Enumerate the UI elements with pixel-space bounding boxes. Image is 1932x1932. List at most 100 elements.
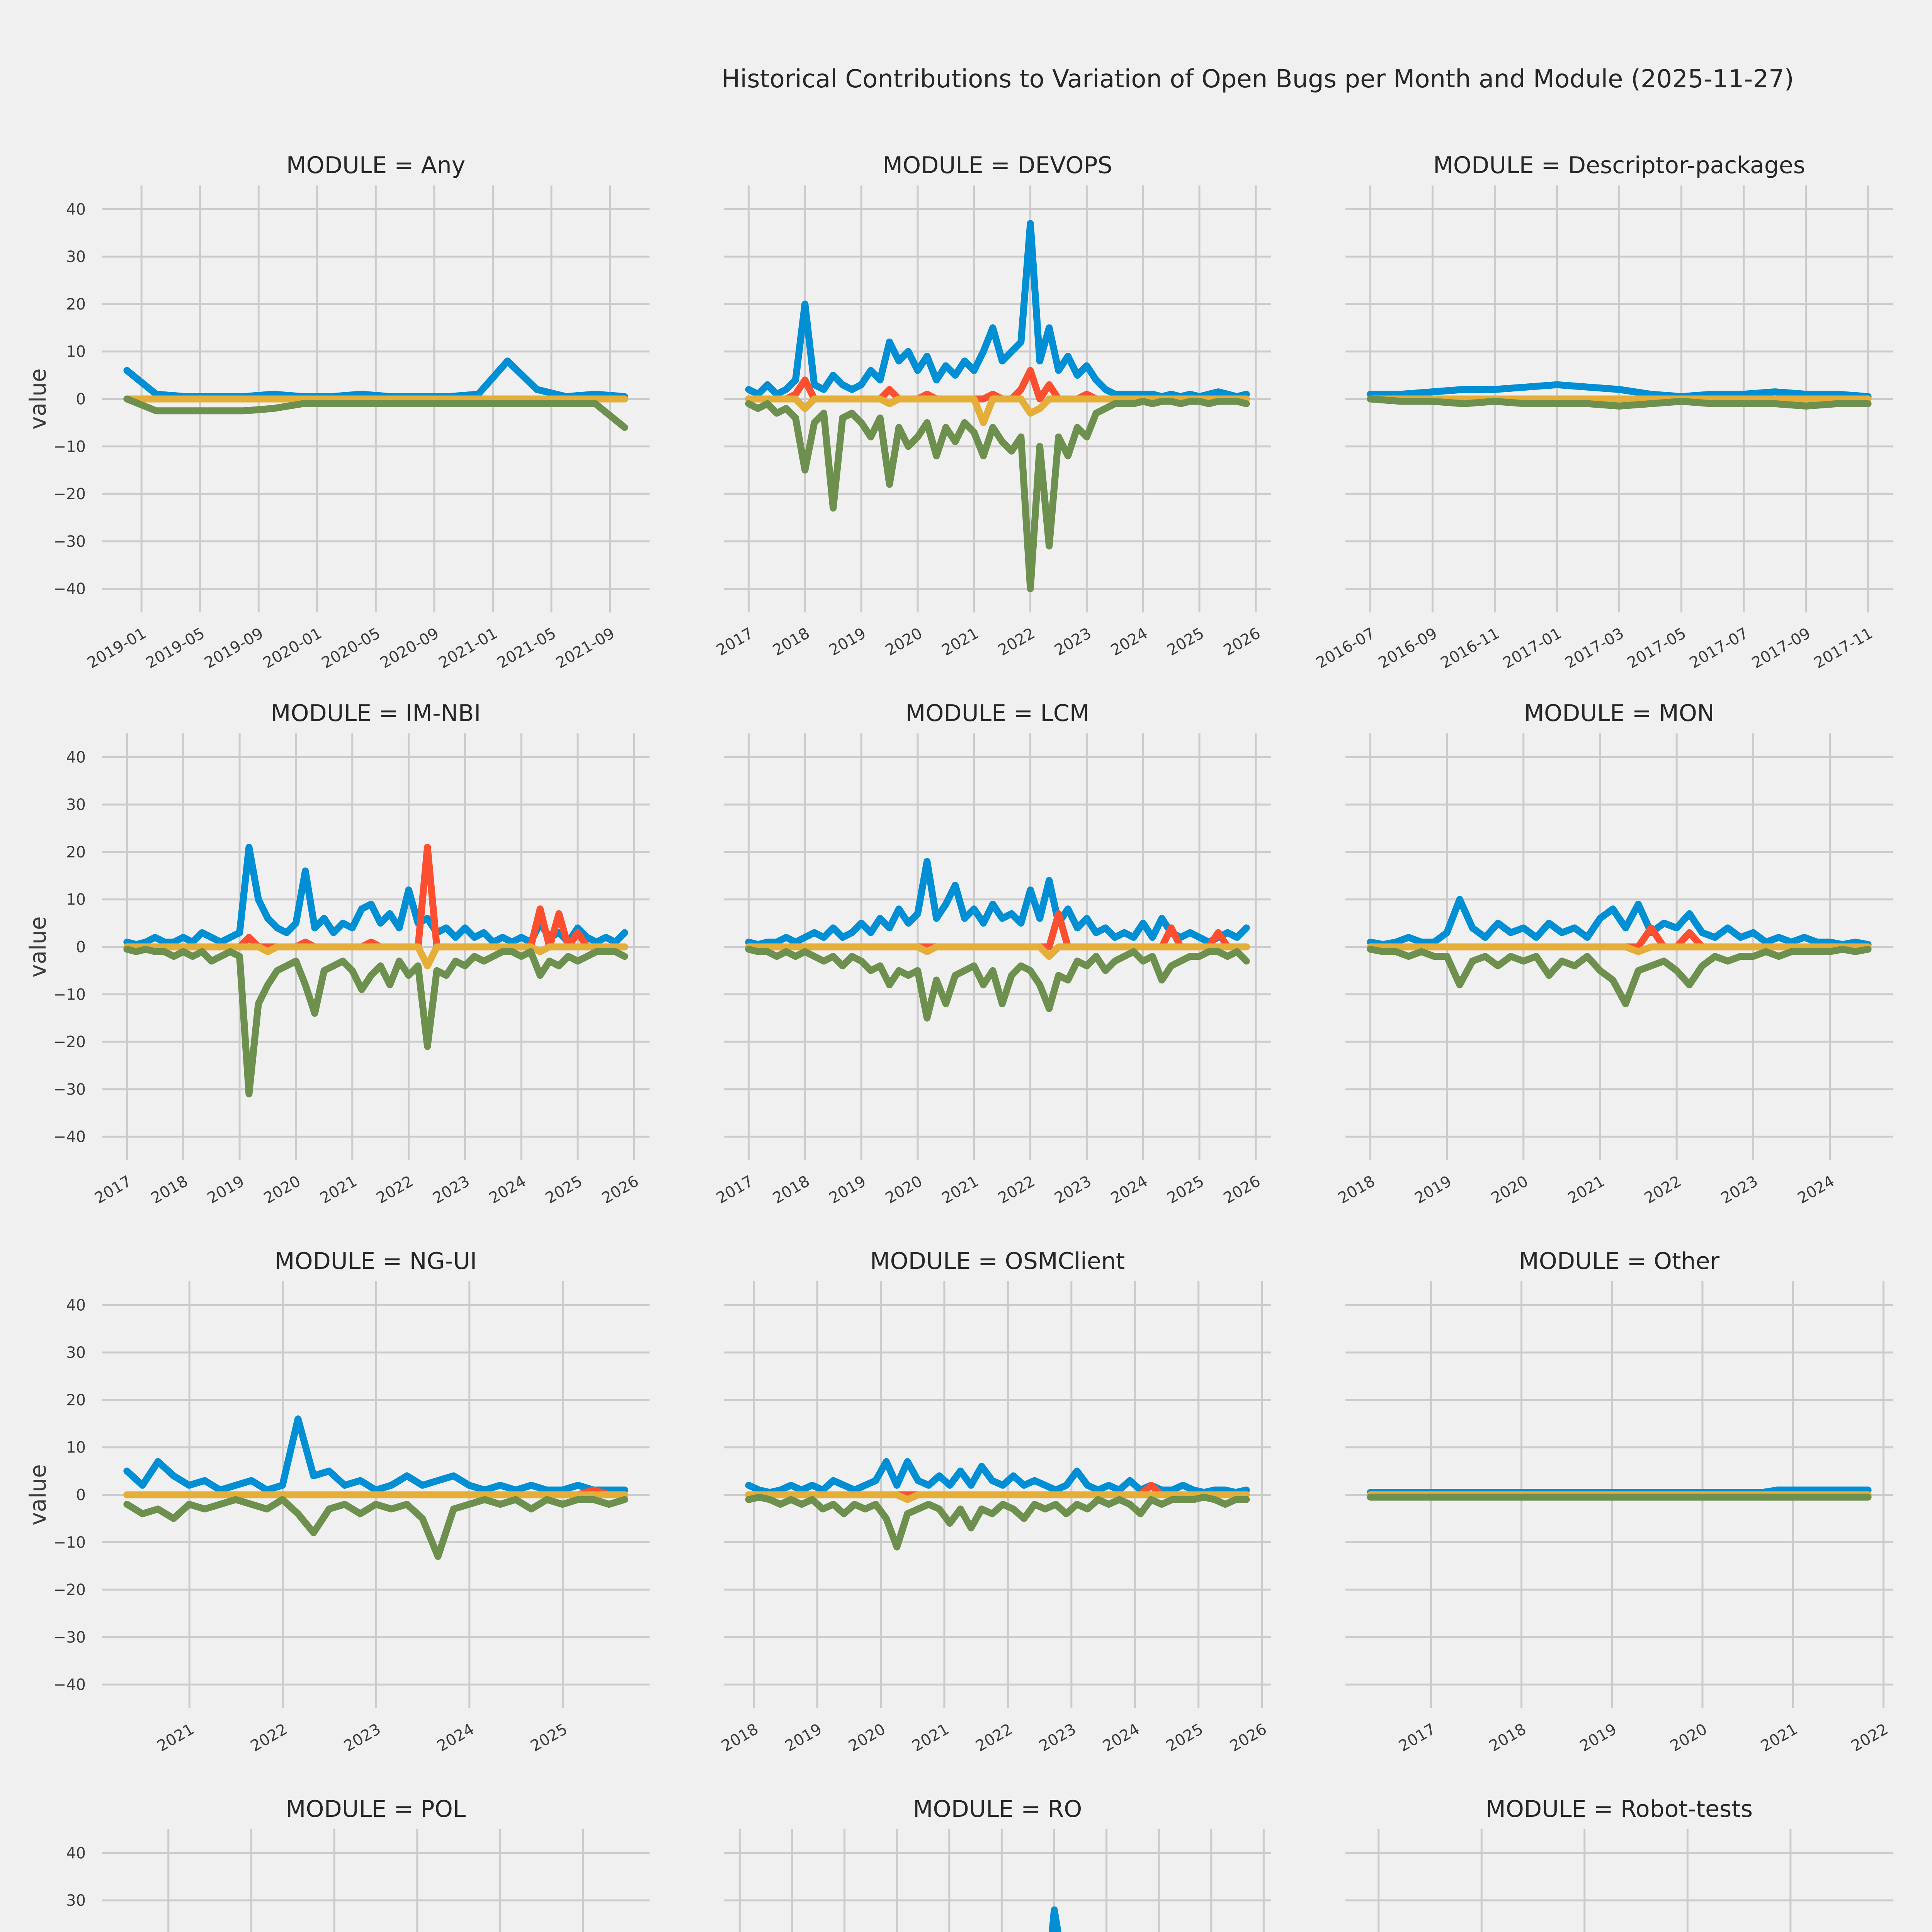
x-tick-label: 2017-03	[1562, 624, 1627, 672]
series-line-opened	[745, 858, 1250, 948]
y-tick-label: −30	[53, 1629, 86, 1646]
series-line-false_closed	[123, 943, 628, 969]
y-tick-label: 20	[66, 296, 86, 313]
subplot-Any: MODULE = Any 40 30 20 10 0 −10 −20 −30 −40 value 20…	[25, 152, 650, 672]
x-tick-label: 2021	[939, 1172, 982, 1208]
subplot-NG-UI: MODULE = NG-UI 40 30 20 10 0 −10 −20 −30 −40 value…	[25, 1248, 650, 1755]
x-tick-label: 2020	[1488, 1172, 1531, 1208]
x-tick-label: 2021	[154, 1720, 197, 1755]
series-line-opened	[123, 1415, 628, 1494]
x-tick-label: 2020	[883, 624, 925, 660]
y-tick-label: 20	[66, 844, 86, 861]
x-tick-label: 2026	[1221, 1172, 1264, 1208]
series-line-closed	[745, 946, 1250, 1022]
y-tick-label: 20	[66, 1391, 86, 1409]
figure-title: Historical Contributions to Variation of…	[721, 65, 1794, 94]
x-tick-label: 2020-01	[260, 624, 325, 672]
series-group	[1367, 1486, 1872, 1501]
x-tick-label: 2019	[1412, 1172, 1454, 1208]
series-group	[123, 1415, 628, 1560]
subplot-title: MODULE = POL	[286, 1796, 466, 1823]
x-tick-label: 2025	[543, 1172, 585, 1208]
series-line-reopened	[745, 910, 1250, 951]
y-tick-label: 10	[66, 1439, 86, 1457]
series-line-opened	[1367, 381, 1872, 400]
series-line-closed	[123, 946, 628, 1098]
x-tick-label: 2018	[148, 1172, 191, 1208]
series-line-closed	[123, 1496, 628, 1560]
x-tick-label: 2016-11	[1438, 624, 1503, 672]
x-tick-label: 2019	[826, 624, 869, 660]
series-line-closed	[745, 398, 1250, 592]
subplot-title: MODULE = DEVOPS	[883, 152, 1112, 179]
x-tick-label: 2024	[1108, 624, 1151, 660]
series-group	[745, 1458, 1250, 1551]
x-tick-label: 2018	[1335, 1172, 1378, 1208]
x-tick-label: 2020	[1667, 1720, 1710, 1755]
y-tick-label: −10	[53, 986, 86, 1003]
x-tick-label: 2021	[317, 1172, 360, 1208]
y-tick-label: −20	[53, 1033, 86, 1051]
y-tick-label: −30	[53, 1081, 86, 1099]
x-tick-label: 2017	[92, 1172, 134, 1208]
x-tick-label: 2018	[770, 1172, 813, 1208]
subplot-Descriptor-packages: MODULE = Descriptor-packages2016-072016-…	[1313, 152, 1893, 672]
subplot-IM-NBI: MODULE = IM-NBI 40 30 20 10 0 −10 −20 −30 −40 valu…	[25, 700, 650, 1208]
x-tick-label: 2025	[527, 1720, 570, 1755]
x-tick-label: 2025	[1163, 1720, 1206, 1755]
x-tick-label: 2026	[1221, 624, 1264, 660]
x-tick-label: 2025	[1164, 624, 1207, 660]
x-tick-label: 2024	[1794, 1172, 1837, 1208]
x-tick-label: 2023	[1036, 1720, 1079, 1755]
series-line-opened	[745, 1458, 1250, 1496]
series-line-closed	[745, 1493, 1250, 1551]
x-tick-label: 2021	[1758, 1720, 1801, 1755]
y-tick-label: 10	[66, 343, 86, 361]
x-tick-label: 2024	[486, 1172, 529, 1208]
y-tick-label: −20	[53, 1581, 86, 1599]
y-tick-label: −40	[53, 1128, 86, 1146]
x-tick-label: 2017-11	[1811, 624, 1876, 672]
x-tick-label: 2026	[599, 1172, 642, 1208]
series-line-closed	[1367, 395, 1872, 410]
x-tick-label: 2022	[995, 1172, 1038, 1208]
y-tick-label: −30	[53, 533, 86, 551]
x-tick-label: 2024	[434, 1720, 477, 1755]
x-tick-label: 2019-01	[84, 624, 149, 672]
x-tick-label: 2018	[1486, 1720, 1529, 1755]
subplot-POL: MODULE = POL403020100−10−20−30−40value20…	[66, 1796, 650, 1932]
x-tick-label: 2020	[845, 1720, 888, 1755]
series-line-opened	[123, 844, 628, 948]
y-tick-label: 30	[66, 248, 86, 266]
x-tick-label: 2026	[1227, 1720, 1270, 1755]
x-tick-label: 2017	[713, 1172, 756, 1208]
y-tick-label: 10	[66, 891, 86, 909]
subplot-title: MODULE = Descriptor-packages	[1433, 152, 1805, 179]
x-tick-label: 2017-01	[1500, 624, 1565, 672]
x-tick-label: 2022	[1848, 1720, 1891, 1755]
x-tick-label: 2020	[883, 1172, 925, 1208]
x-tick-label: 2020	[261, 1172, 304, 1208]
x-tick-label: 2022	[973, 1720, 1015, 1755]
subplot-LCM: MODULE = LCM 2017 2018 2019 2020 2021 2022 2023…	[713, 700, 1271, 1208]
x-tick-label: 2017-07	[1687, 624, 1752, 672]
x-tick-label: 2022	[1641, 1172, 1684, 1208]
y-tick-label: 30	[66, 796, 86, 814]
x-tick-label: 2019	[826, 1172, 869, 1208]
x-tick-label: 2017-09	[1749, 624, 1814, 672]
x-tick-label: 2021	[939, 624, 982, 660]
y-tick-label: 40	[66, 201, 86, 218]
x-tick-label: 2023	[1051, 1172, 1094, 1208]
series-line-closed	[123, 395, 628, 431]
x-tick-label: 2018	[770, 624, 813, 660]
x-tick-label: 2017	[713, 624, 756, 660]
series-group	[123, 357, 628, 431]
series-group	[1049, 1906, 1062, 1932]
y-tick-label: 40	[66, 1844, 86, 1862]
series-line-false_closed	[745, 1491, 1250, 1503]
x-tick-label: 2021	[909, 1720, 952, 1755]
x-tick-label: 2019	[1577, 1720, 1620, 1755]
x-tick-label: 2023	[341, 1720, 384, 1755]
series-group	[745, 220, 1250, 592]
